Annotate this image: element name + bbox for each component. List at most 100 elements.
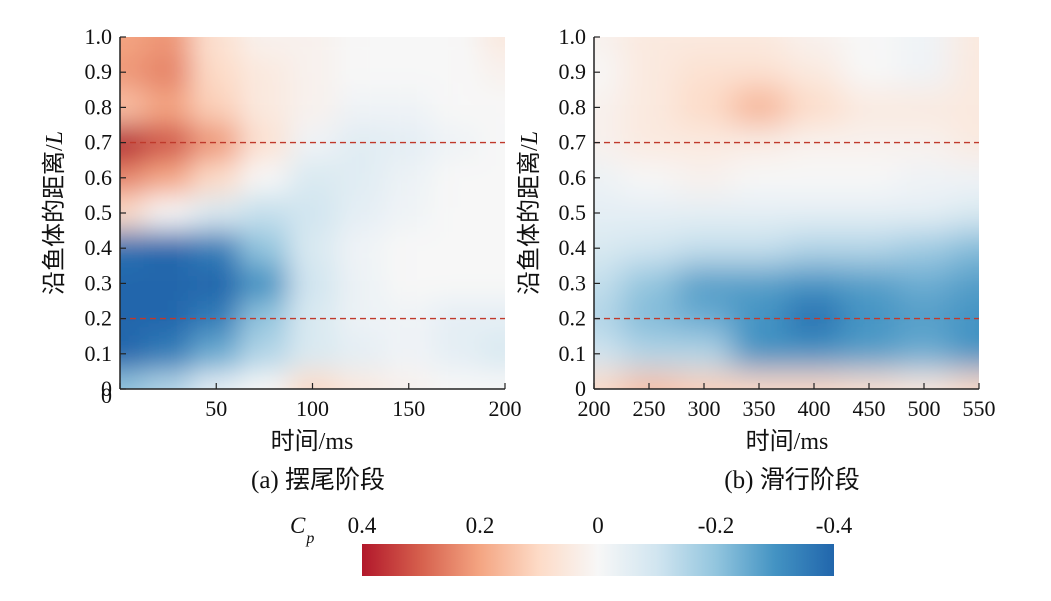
heatmap-cell xyxy=(731,230,787,266)
colorbar-tick-label: 0.4 xyxy=(348,513,377,538)
heatmap-cell xyxy=(384,371,433,389)
heatmap-cell xyxy=(240,195,289,231)
heatmap-cell xyxy=(676,37,732,55)
heatmap-cell xyxy=(896,160,952,196)
heatmap-cell xyxy=(621,195,677,231)
heatmap-cell xyxy=(786,230,842,266)
heatmap-cell xyxy=(951,265,979,301)
heatmap-cell xyxy=(951,89,979,125)
heatmap-cell xyxy=(951,371,979,389)
heatmap-cell xyxy=(144,37,193,55)
y-tick-label: 0.9 xyxy=(559,59,587,84)
heatmap-cell xyxy=(432,54,481,90)
x-tick-label: 50 xyxy=(205,396,227,421)
heatmap-cell xyxy=(480,160,505,196)
x-tick-label: 200 xyxy=(578,396,611,421)
heatmap-cell xyxy=(951,125,979,161)
heatmap-cell xyxy=(432,371,481,389)
y-tick-label: 0.6 xyxy=(85,165,113,190)
heatmap-cell xyxy=(288,336,337,372)
heatmap-b-cells xyxy=(594,37,979,389)
heatmap-cell xyxy=(786,37,842,55)
heatmap-cell xyxy=(786,54,842,90)
heatmap-cell xyxy=(144,371,193,389)
heatmap-cell xyxy=(786,336,842,372)
heatmap-cell xyxy=(192,89,241,125)
heatmap-cell xyxy=(841,89,897,125)
reference-lines-a xyxy=(120,141,505,320)
heatmap-cell xyxy=(240,265,289,301)
heatmap-cell xyxy=(240,336,289,372)
y-axis-title-b-var: L xyxy=(517,131,543,145)
heatmap-cell xyxy=(432,160,481,196)
heatmap-cell xyxy=(192,265,241,301)
heatmap-cell xyxy=(432,230,481,266)
heatmap-cell xyxy=(951,230,979,266)
colorbar-gradient xyxy=(362,544,834,576)
y-axis-title-a-text: 沿鱼体的距离/ xyxy=(41,144,68,295)
y-tick-label: 0.2 xyxy=(85,306,113,331)
heatmap-cell xyxy=(336,160,385,196)
heatmap-cell xyxy=(336,54,385,90)
x-tick-label: 400 xyxy=(798,396,831,421)
heatmap-cell xyxy=(786,89,842,125)
heatmap-cell xyxy=(192,37,241,55)
heatmap-cell xyxy=(480,89,505,125)
heatmap-cell xyxy=(786,160,842,196)
x-tick-label: 250 xyxy=(633,396,666,421)
heatmap-cell xyxy=(144,160,193,196)
heatmap-cell xyxy=(288,371,337,389)
colorbar-tick-labels: 0.4 0.2 0 -0.2 -0.4 xyxy=(348,513,853,538)
heatmap-cell xyxy=(676,265,732,301)
heatmap-cell xyxy=(896,265,952,301)
y-ticks-b: 0 0.1 0.2 0.3 0.4 0.5 0.6 0.7 0.8 0.9 1.0 xyxy=(559,24,600,401)
heatmap-cell xyxy=(192,160,241,196)
y-tick-label: 0.8 xyxy=(559,94,587,119)
y-tick-label: 0.4 xyxy=(559,235,587,260)
y-tick-label: 0 xyxy=(101,376,112,401)
heatmap-cell xyxy=(896,54,952,90)
heatmap-cell xyxy=(288,265,337,301)
colorbar: Cp 0.4 0.2 0 -0.2 -0.4 xyxy=(290,513,853,576)
heatmap-cell xyxy=(240,89,289,125)
heatmap-cell xyxy=(240,230,289,266)
heatmap-cell xyxy=(336,230,385,266)
heatmap-cell xyxy=(621,265,677,301)
heatmap-cell xyxy=(896,37,952,55)
heatmap-cell xyxy=(120,37,145,55)
heatmap-cell xyxy=(192,336,241,372)
heatmap-cell xyxy=(951,54,979,90)
heatmap-cell xyxy=(841,54,897,90)
x-ticks-b: 200 250 300 350 400 450 500 550 xyxy=(578,383,996,421)
heatmap-cell xyxy=(384,265,433,301)
heatmap-cell xyxy=(621,371,677,389)
x-tick-label: 100 xyxy=(296,396,329,421)
colorbar-tick-label: 0.2 xyxy=(466,513,495,538)
x-tick-label: 0 xyxy=(101,383,112,408)
heatmap-cell xyxy=(841,37,897,55)
heatmap-cell xyxy=(676,89,732,125)
heatmap-cell xyxy=(336,89,385,125)
heatmap-cell xyxy=(240,54,289,90)
x-tick-label: 450 xyxy=(853,396,886,421)
heatmap-cell xyxy=(480,336,505,372)
heatmap-cell xyxy=(676,195,732,231)
heatmap-cell xyxy=(336,37,385,55)
colorbar-tick-label: 0 xyxy=(592,513,604,538)
y-axis-title-b-text: 沿鱼体的距离/ xyxy=(516,144,543,295)
heatmap-cell xyxy=(144,336,193,372)
heatmap-cell xyxy=(480,230,505,266)
y-tick-label: 0.1 xyxy=(85,341,113,366)
heatmap-cell xyxy=(288,54,337,90)
heatmap-a-cells xyxy=(120,37,505,389)
heatmap-panel-a: 0 0.1 0.2 0.3 0.4 0.5 0.6 0.7 0.8 0.9 1.0 0 50 100 15… xyxy=(41,24,522,494)
heatmap-cell xyxy=(841,265,897,301)
heatmap-cell xyxy=(192,195,241,231)
heatmap-cell xyxy=(288,37,337,55)
x-tick-label: 300 xyxy=(688,396,721,421)
heatmap-cell xyxy=(621,54,677,90)
colorbar-tick-label: -0.4 xyxy=(816,513,853,538)
y-tick-label: 0.7 xyxy=(85,130,113,155)
heatmap-cell xyxy=(144,230,193,266)
heatmap-cell xyxy=(480,37,505,55)
